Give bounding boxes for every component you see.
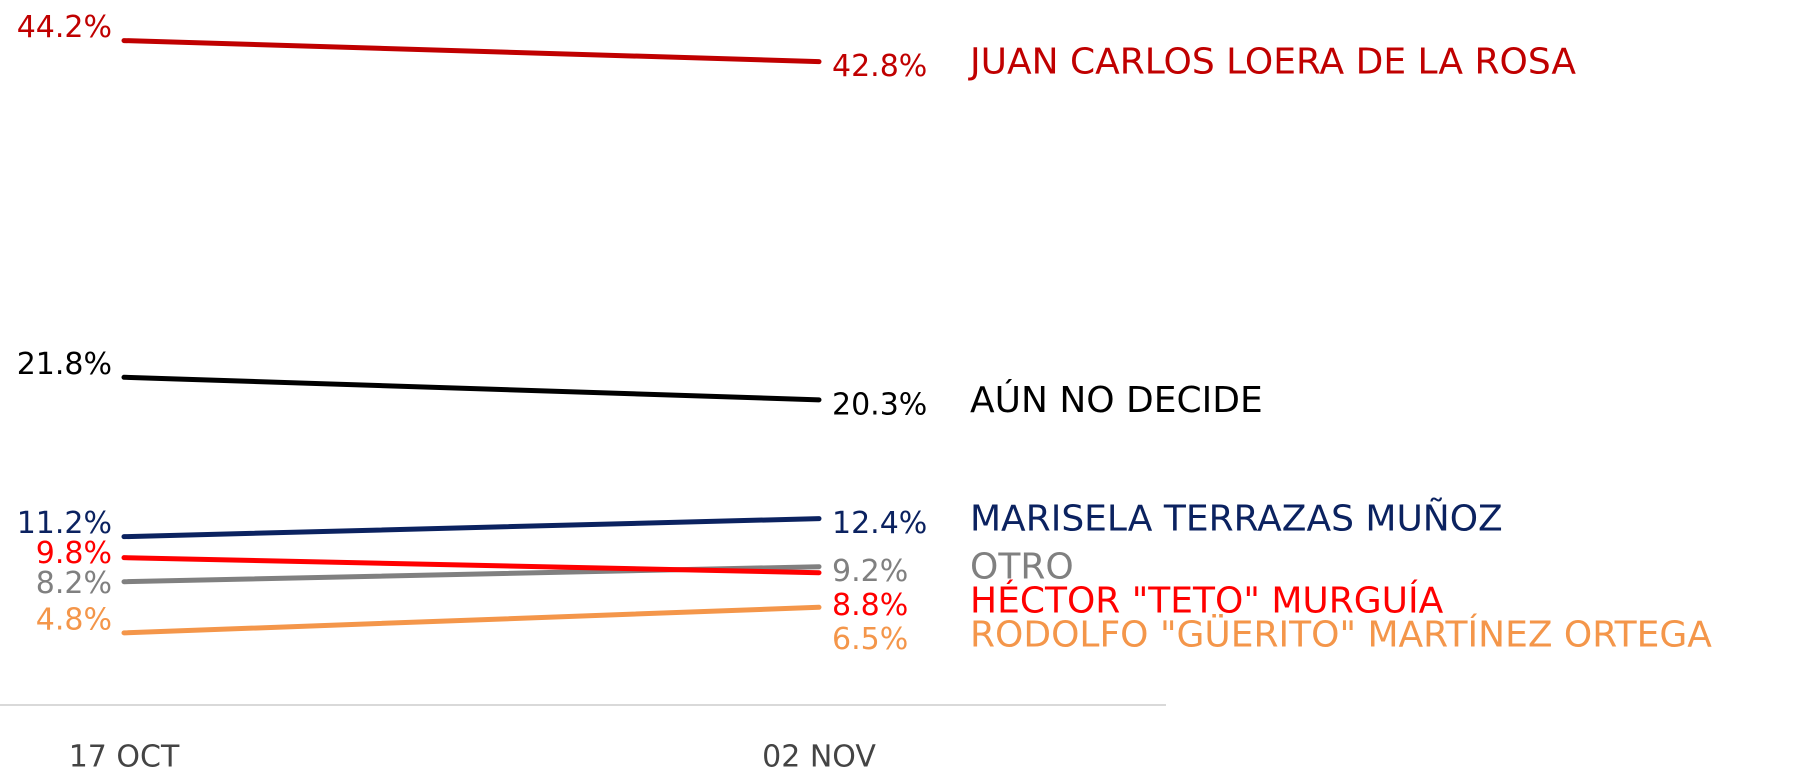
series-line bbox=[121, 374, 822, 403]
series-line bbox=[121, 38, 822, 65]
start-value-label: 4.8% bbox=[36, 602, 112, 637]
end-value-label: 8.8% bbox=[832, 588, 908, 623]
series-name-label: MARISELA TERRAZAS MUÑOZ bbox=[970, 498, 1503, 540]
end-value-label: 42.8% bbox=[832, 49, 927, 84]
start-value-label: 9.8% bbox=[36, 536, 112, 571]
start-value-label: 8.2% bbox=[36, 566, 112, 601]
end-value-label: 6.5% bbox=[832, 622, 908, 657]
series-name-label: AÚN NO DECIDE bbox=[970, 379, 1263, 421]
end-value-label: 9.2% bbox=[832, 554, 908, 589]
series-name-label: JUAN CARLOS LOERA DE LA ROSA bbox=[968, 42, 1576, 83]
series-line bbox=[121, 604, 822, 636]
start-value-label: 21.8% bbox=[17, 347, 112, 382]
start-value-label: 11.2% bbox=[17, 506, 112, 541]
series-name-label: HÉCTOR "TETO" MURGUÍA bbox=[970, 580, 1444, 622]
series-line bbox=[121, 555, 822, 576]
x-tick-label: 17 OCT bbox=[69, 740, 180, 774]
end-value-label: 20.3% bbox=[832, 387, 927, 422]
x-tick-label: 02 NOV bbox=[762, 740, 876, 774]
series-line bbox=[121, 516, 822, 540]
series-name-label: RODOLFO "GÜERITO" MARTÍNEZ ORTEGA bbox=[970, 614, 1712, 656]
start-value-label: 44.2% bbox=[17, 10, 112, 45]
series-name-label: OTRO bbox=[970, 547, 1074, 588]
end-value-label: 12.4% bbox=[832, 506, 927, 541]
